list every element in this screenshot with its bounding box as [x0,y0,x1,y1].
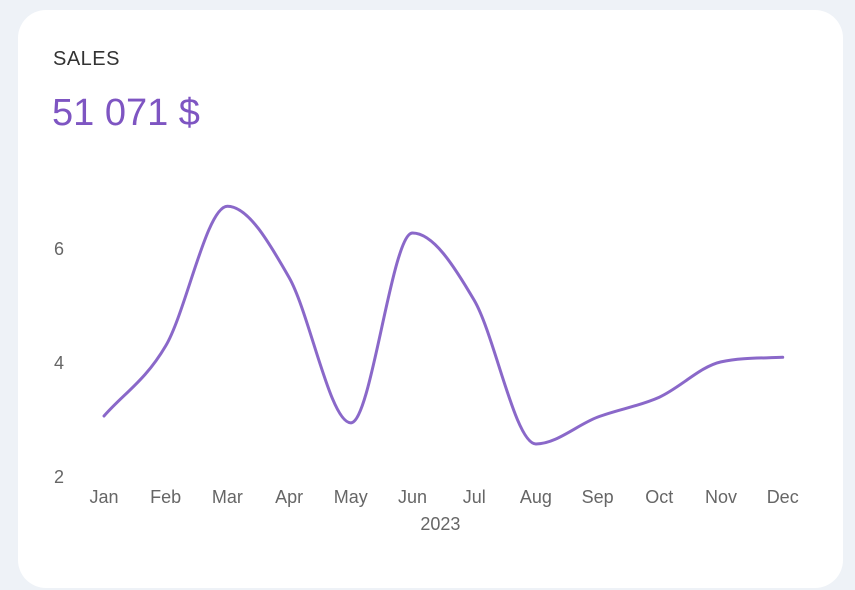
y-tick-label: 2 [54,467,64,487]
x-tick-label: Feb [150,487,181,507]
x-tick-label: Jan [89,487,118,507]
x-axis-title: 2023 [420,514,460,534]
y-axis-ticks: 2 4 6 [54,239,64,487]
x-tick-label: Jun [398,487,427,507]
y-tick-label: 6 [54,239,64,259]
sales-card: SALES 51 071 $ [18,10,843,588]
x-tick-label: Dec [767,487,799,507]
sales-total-value: 51 071 $ [52,92,200,134]
x-tick-label: Oct [645,487,673,507]
y-tick-label: 4 [54,353,64,373]
x-tick-label: Nov [705,487,737,507]
x-tick-label: Mar [212,487,243,507]
x-tick-label: Aug [520,487,552,507]
card-title: SALES [53,48,120,70]
x-axis-ticks: Jan Feb Mar Apr May Jun Jul Aug Sep Oct Nov Dec [89,487,798,507]
x-tick-label: Jul [463,487,486,507]
x-tick-label: Sep [582,487,614,507]
series-line [102,204,785,446]
x-tick-label: May [334,487,368,507]
x-tick-label: Apr [275,487,303,507]
